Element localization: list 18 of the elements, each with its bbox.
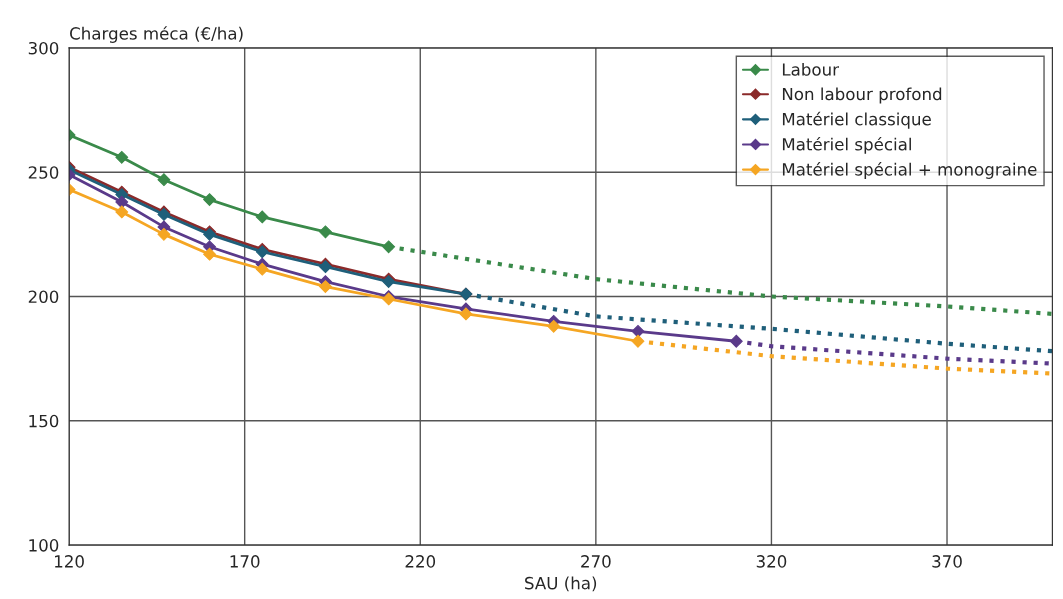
y-tick-label: 300: [28, 41, 59, 55]
x-tick-label: 270: [581, 555, 611, 568]
legend-label: Labour: [782, 62, 840, 76]
y-tick-label: 250: [28, 166, 59, 179]
y-tick-label: 150: [29, 414, 59, 428]
x-axis-title: SAU (ha): [525, 576, 597, 592]
x-tick-label: 170: [230, 555, 260, 568]
y-axis-title: Charges méca (€/ha): [70, 26, 243, 43]
y-tick-label: 100: [29, 539, 59, 552]
y-tick-label: 200: [28, 290, 59, 304]
x-tick-label: 120: [55, 555, 84, 568]
legend-label: Non labour profond: [782, 87, 942, 104]
x-tick-label: 370: [932, 555, 962, 568]
legend-label: Matériel classique: [782, 111, 931, 129]
x-tick-label: 320: [756, 555, 787, 568]
x-tick-label: 220: [405, 555, 436, 568]
legend-label: Matériel spécial + monograine: [782, 162, 1037, 179]
legend-label: Matériel spécial: [782, 136, 911, 154]
